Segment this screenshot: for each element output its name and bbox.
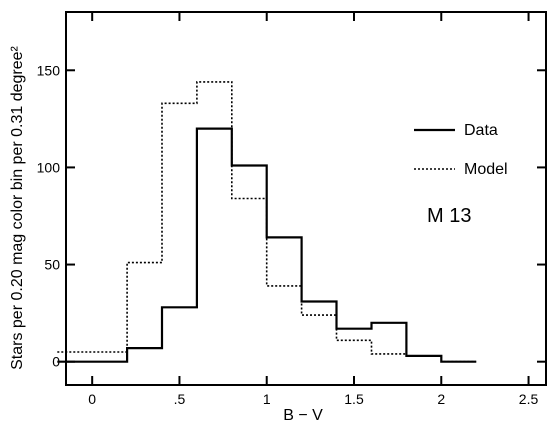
legend-label-data: Data <box>464 122 498 139</box>
series-model-line <box>57 81 477 363</box>
legend-label-model: Model <box>464 161 508 178</box>
y-tick-label: 0 <box>52 354 60 370</box>
x-tick-label: 2.5 <box>519 391 539 407</box>
y-tick-label: 150 <box>37 62 61 78</box>
x-tick-label: 1 <box>263 391 271 407</box>
x-tick-label: 2 <box>437 391 445 407</box>
x-tick-label: 1.5 <box>344 391 364 407</box>
series-data-line <box>57 127 477 363</box>
x-tick-label: 0 <box>88 391 96 407</box>
plot-frame <box>65 11 547 386</box>
x-axis-label: B − V <box>283 407 323 424</box>
y-tick-label: 100 <box>37 159 61 175</box>
cluster-annotation: M 13 <box>427 205 471 227</box>
axis-ticks: 0 .5 1 1.5 2 2.5 0 50 100 150 <box>37 12 546 407</box>
x-tick-label: .5 <box>174 391 186 407</box>
legend: Data Model <box>414 122 508 178</box>
y-tick-label: 50 <box>44 257 60 273</box>
plot-area <box>65 11 547 386</box>
series-layer <box>57 81 477 363</box>
y-axis-label: Stars per 0.20 mag color bin per 0.31 de… <box>9 45 26 369</box>
